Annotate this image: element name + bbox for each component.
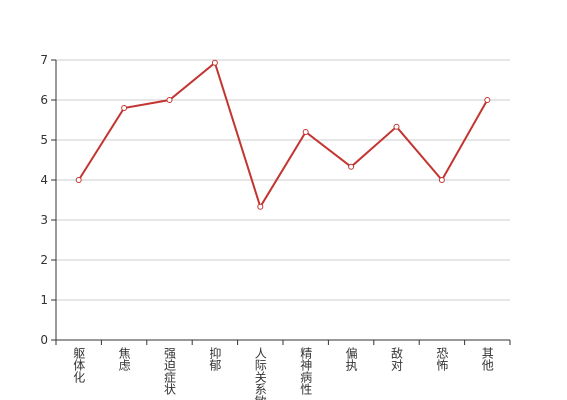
y-tick-label: 4 — [40, 173, 48, 187]
point — [438, 177, 445, 183]
y-tick-label: 0 — [40, 333, 48, 347]
x-tick-label: 精神病性 — [299, 347, 313, 396]
point — [393, 123, 400, 130]
x-tick-label: 恐怖 — [435, 347, 449, 371]
x-tick-label: 强迫症状 — [163, 347, 177, 395]
line — [77, 61, 489, 210]
x-tick-label: 焦虑 — [117, 347, 131, 371]
y-tick-label: 2 — [40, 253, 48, 267]
y-tick-label: 3 — [40, 213, 48, 227]
point — [484, 97, 491, 103]
x-tick-label: 其他 — [480, 347, 494, 371]
y-tick-label: 6 — [40, 93, 48, 107]
y-tick-label: 1 — [40, 293, 48, 307]
y-tick-label: 5 — [40, 133, 48, 147]
x-tick-label: 人际关系敏感 — [253, 347, 267, 400]
x-tick-label: 偏执 — [344, 346, 358, 372]
x-tick-label: 躯体化 — [72, 346, 86, 384]
y-tick-label: 7 — [40, 53, 48, 67]
point — [121, 105, 128, 111]
point — [75, 177, 82, 183]
point — [211, 59, 218, 66]
point — [348, 163, 355, 170]
point — [302, 129, 309, 135]
point — [166, 97, 173, 103]
x-tick-label: 抑郁 — [208, 346, 222, 372]
point — [257, 203, 264, 210]
x-tick-label: 敌对 — [390, 346, 404, 371]
